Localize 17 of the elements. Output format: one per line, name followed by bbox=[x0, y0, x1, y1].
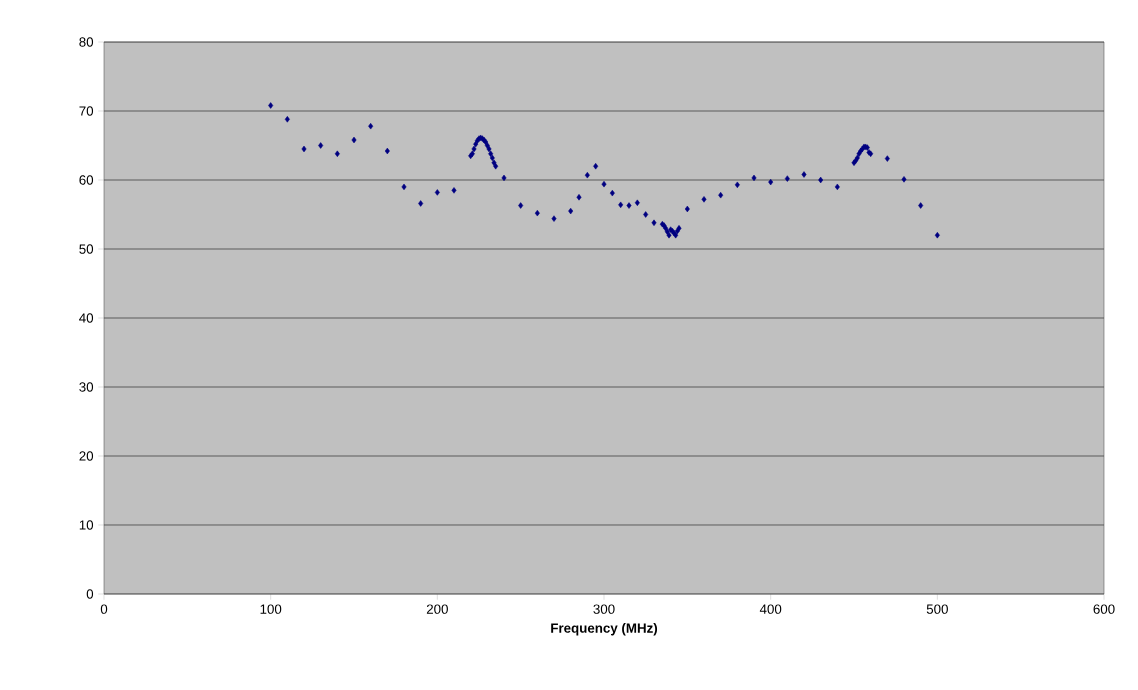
y-tick-label: 70 bbox=[79, 106, 94, 116]
x-tick-label: 400 bbox=[759, 604, 782, 614]
y-tick-label: 10 bbox=[79, 520, 94, 530]
y-tick-label: 40 bbox=[79, 313, 94, 323]
x-tick-label: 600 bbox=[1093, 604, 1115, 614]
y-tick-label: 50 bbox=[79, 244, 94, 254]
x-axis-title: Frequency (MHz) bbox=[551, 623, 658, 636]
y-tick-label: 20 bbox=[79, 451, 94, 461]
x-tick-label: 300 bbox=[593, 604, 615, 614]
y-tick-label: 30 bbox=[79, 382, 94, 392]
x-tick-label: 500 bbox=[926, 604, 948, 614]
y-tick-label: 60 bbox=[79, 175, 94, 185]
x-tick-label: 0 bbox=[100, 604, 108, 614]
x-tick-label: 100 bbox=[260, 604, 282, 614]
y-tick-label: 0 bbox=[86, 589, 94, 599]
x-tick-label: 200 bbox=[426, 604, 448, 614]
y-tick-label: 80 bbox=[79, 37, 94, 47]
